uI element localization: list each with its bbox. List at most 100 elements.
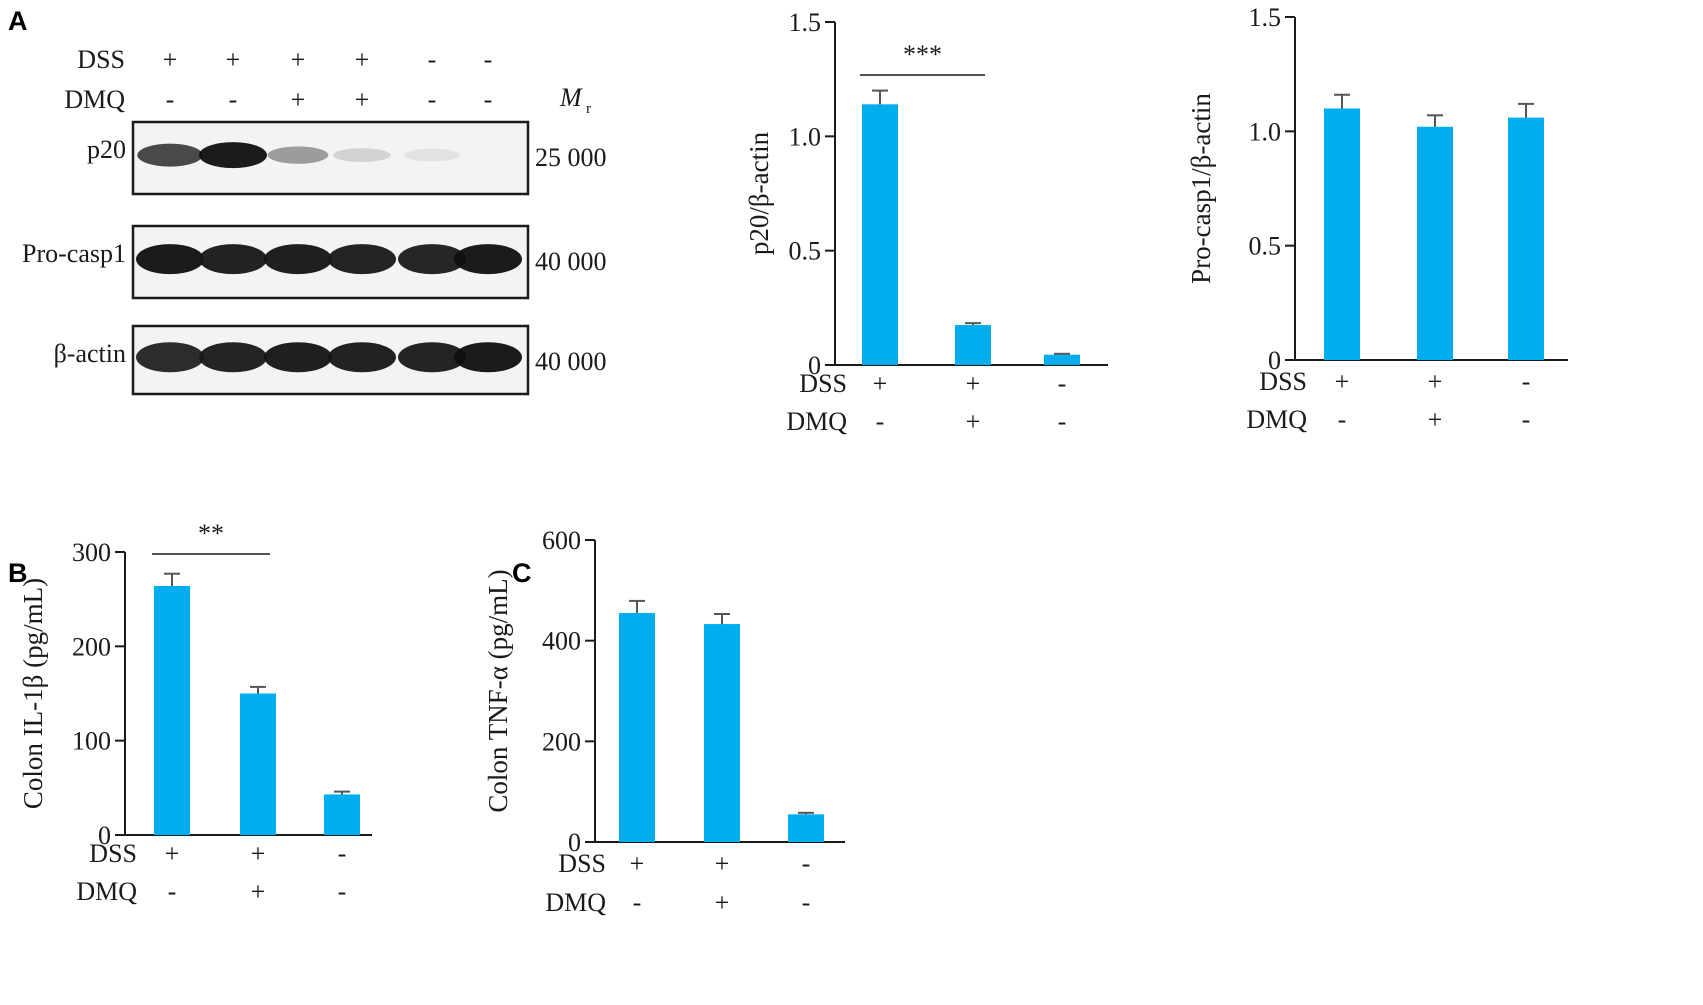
blot-band: [328, 342, 396, 373]
condition-sign: +: [966, 369, 981, 398]
condition-sign: -: [1058, 407, 1067, 436]
panel-label-a: A: [8, 6, 28, 36]
blot-band: [398, 342, 466, 373]
condition-sign: -: [633, 888, 642, 917]
blot-band: [333, 148, 391, 162]
bar: [1044, 354, 1080, 365]
blot-condition-sign: +: [355, 85, 370, 114]
condition-sign: +: [165, 839, 180, 868]
blot-band: [398, 244, 466, 275]
bar: [862, 104, 898, 365]
bar: [619, 612, 655, 842]
condition-sign: -: [802, 849, 811, 878]
condition-label: DMQ: [545, 888, 606, 917]
chart-il1b: 0 100 200 300 Colon IL-1β (pg/mL) DSS + + - DMQ - +…: [18, 519, 372, 906]
blot-row-label: p20: [87, 135, 126, 164]
blot-condition-sign: +: [291, 45, 306, 74]
significance-stars: **: [198, 519, 224, 548]
blot-condition-sign: -: [229, 85, 238, 114]
blot-condition-sign: -: [428, 45, 437, 74]
condition-label: DSS: [89, 839, 137, 868]
significance-stars: ***: [903, 40, 942, 69]
blot-band: [136, 342, 204, 373]
condition-sign: -: [802, 888, 811, 917]
blot-mr-label: M: [559, 83, 583, 112]
blot-condition-sign: -: [484, 45, 493, 74]
bar: [324, 794, 360, 835]
blot-band: [136, 244, 204, 275]
bar: [1508, 117, 1544, 360]
blot-condition-sign: +: [163, 45, 178, 74]
blot-condition-label: DMQ: [64, 85, 125, 114]
y-tick-label: 0.5: [1249, 232, 1282, 261]
condition-label: DMQ: [786, 407, 847, 436]
y-tick-label: 1.0: [789, 122, 822, 151]
condition-sign: +: [966, 407, 981, 436]
condition-label: DSS: [558, 849, 606, 878]
blot-row-label: Pro-casp1: [22, 239, 126, 268]
condition-sign: +: [715, 888, 730, 917]
blot-condition-sign: -: [484, 85, 493, 114]
condition-sign: -: [338, 839, 347, 868]
condition-sign: +: [1335, 367, 1350, 396]
blot-band: [199, 244, 267, 275]
condition-label: DMQ: [1246, 405, 1307, 434]
blot-band: [328, 244, 396, 275]
condition-sign: -: [876, 407, 885, 436]
condition-sign: -: [1338, 405, 1347, 434]
blot-condition-label: DSS: [77, 45, 125, 74]
condition-sign: +: [873, 369, 888, 398]
condition-sign: +: [251, 839, 266, 868]
condition-sign: -: [338, 877, 347, 906]
blot-row-label: β-actin: [54, 339, 126, 368]
condition-sign: -: [1522, 367, 1531, 396]
y-tick-label: 200: [72, 632, 111, 661]
blot-band: [137, 143, 203, 167]
y-tick-label: 300: [72, 538, 111, 567]
blot-band: [264, 342, 332, 373]
blot-band: [454, 342, 522, 373]
y-tick-label: 0: [98, 821, 111, 850]
blot-mr-subscript: r: [586, 101, 591, 117]
condition-sign: +: [251, 877, 266, 906]
bar: [704, 624, 740, 842]
panel-label-c: C: [512, 558, 532, 588]
blot-condition-sign: +: [355, 45, 370, 74]
blot-band: [264, 244, 332, 275]
condition-sign: +: [715, 849, 730, 878]
y-tick-label: 1.0: [1249, 117, 1282, 146]
condition-sign: -: [168, 877, 177, 906]
y-axis-label: p20/β-actin: [744, 131, 774, 255]
condition-sign: +: [1428, 405, 1443, 434]
bar: [240, 693, 276, 835]
condition-sign: -: [1522, 405, 1531, 434]
y-tick-label: 0.5: [789, 237, 822, 266]
condition-label: DSS: [799, 369, 847, 398]
blot-condition-sign: +: [291, 85, 306, 114]
y-tick-label: 400: [542, 627, 581, 656]
condition-sign: +: [1428, 367, 1443, 396]
y-tick-label: 1.5: [789, 8, 822, 37]
blot-band: [199, 142, 267, 169]
blot-condition-sign: -: [166, 85, 175, 114]
blot-mr-value: 40 000: [535, 247, 607, 276]
y-tick-label: 0: [568, 828, 581, 857]
y-tick-label: 0: [1268, 346, 1281, 375]
bar: [154, 585, 190, 835]
y-axis-label: Colon TNF-α (pg/mL): [483, 569, 513, 812]
y-tick-label: 1.5: [1249, 3, 1282, 32]
blot-mr-value: 40 000: [535, 347, 607, 376]
blot-band: [403, 148, 461, 162]
condition-sign: -: [1058, 369, 1067, 398]
bar: [1417, 126, 1453, 360]
y-tick-label: 600: [542, 526, 581, 555]
blot-condition-sign: +: [226, 45, 241, 74]
blot-band: [454, 244, 522, 275]
chart-procasp1: 0 0.5 1.0 1.5 Pro-casp1/β-actin DSS + + - DMQ - + -: [1186, 3, 1568, 434]
y-tick-label: 0: [808, 351, 821, 380]
condition-label: DMQ: [76, 877, 137, 906]
